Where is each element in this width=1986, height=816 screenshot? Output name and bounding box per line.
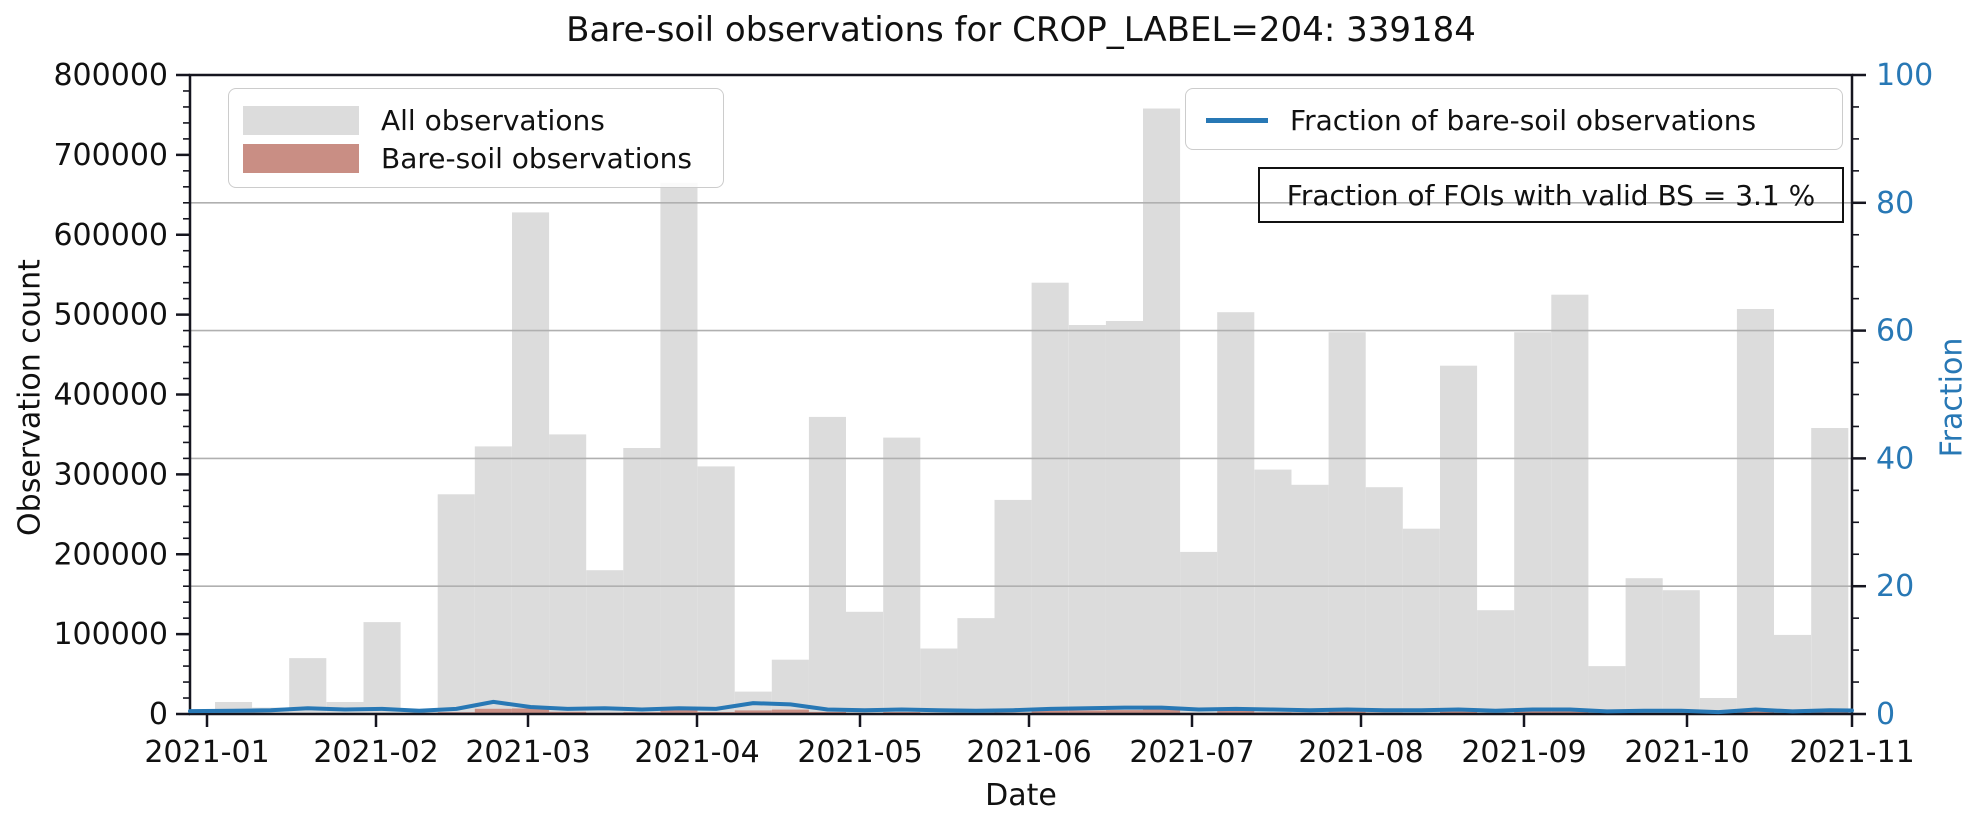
bar-bare-soil bbox=[1514, 711, 1552, 714]
fraction-line-swatch-icon bbox=[1206, 117, 1268, 123]
bar-bare-soil bbox=[1736, 711, 1774, 714]
fraction-line bbox=[188, 699, 1854, 715]
legend-label-all: All observations bbox=[381, 103, 605, 137]
bar-bare-soil bbox=[1068, 710, 1106, 714]
x-tick-label: 2021-02 bbox=[313, 735, 438, 770]
bar-all-observations bbox=[1551, 294, 1589, 714]
legend-label-bare: Bare-soil observations bbox=[381, 141, 692, 175]
left-tick-label: 100000 bbox=[53, 617, 168, 652]
left-tick-label: 800000 bbox=[53, 58, 168, 93]
bar-all-observations bbox=[846, 611, 884, 714]
x-tick-label: 2021-01 bbox=[144, 735, 269, 770]
x-tick-label: 2021-09 bbox=[1461, 735, 1586, 770]
bar-all-observations bbox=[1477, 610, 1515, 714]
bar-all-observations bbox=[1105, 321, 1143, 714]
bar-all-observations bbox=[549, 434, 587, 714]
bar-all-observations bbox=[289, 658, 327, 714]
valid-bs-annotation: Fraction of FOIs with valid BS = 3.1 % bbox=[1258, 167, 1844, 223]
legend-fraction: Fraction of bare-soil observations bbox=[1185, 88, 1843, 150]
bar-all-observations bbox=[1440, 365, 1478, 714]
bar-bare-soil bbox=[1105, 710, 1143, 714]
left-tick-label: 400000 bbox=[53, 378, 168, 413]
right-tick-label: 80 bbox=[1876, 186, 1914, 221]
legend-item-all-observations: All observations bbox=[243, 101, 709, 139]
bar-bare-soil bbox=[512, 708, 550, 714]
bar-all-observations bbox=[994, 499, 1032, 714]
left-tick-label: 0 bbox=[149, 697, 168, 732]
bar-all-observations bbox=[623, 448, 661, 714]
bar-bare-soil bbox=[660, 709, 698, 714]
bar-all-observations bbox=[1254, 469, 1292, 714]
bar-all-observations bbox=[586, 570, 624, 714]
bar-all-observations bbox=[920, 648, 958, 714]
x-tick-label: 2021-07 bbox=[1129, 735, 1254, 770]
left-tick-label: 700000 bbox=[53, 138, 168, 173]
bar-all-observations bbox=[808, 416, 846, 714]
bar-all-observations bbox=[697, 466, 735, 714]
bar-all-observations bbox=[1625, 578, 1663, 714]
bar-all-observations bbox=[1402, 528, 1440, 714]
bar-all-observations bbox=[1068, 325, 1106, 714]
right-tick-label: 40 bbox=[1876, 441, 1914, 476]
left-tick-label: 500000 bbox=[53, 298, 168, 333]
x-tick-label: 2021-03 bbox=[465, 735, 590, 770]
bare-soil-swatch-icon bbox=[243, 143, 359, 173]
bar-all-observations bbox=[1811, 428, 1849, 714]
bar-all-observations bbox=[1588, 666, 1626, 714]
bar-all-observations bbox=[363, 622, 401, 714]
bar-bare-soil bbox=[474, 708, 512, 714]
bar-all-observations bbox=[1774, 634, 1812, 714]
x-tick-label: 2021-04 bbox=[634, 735, 759, 770]
x-tick-label: 2021-11 bbox=[1789, 735, 1914, 770]
right-tick-label: 20 bbox=[1876, 569, 1914, 604]
bar-all-observations bbox=[1031, 282, 1069, 714]
bar-all-observations bbox=[1217, 312, 1255, 714]
bar-bare-soil bbox=[1551, 711, 1589, 714]
left-tick-label: 300000 bbox=[53, 457, 168, 492]
right-tick-label: 100 bbox=[1876, 58, 1933, 93]
bar-all-observations bbox=[474, 446, 512, 714]
bar-all-observations bbox=[1328, 332, 1366, 714]
bar-all-observations bbox=[1662, 590, 1700, 714]
plot-border bbox=[188, 73, 1854, 716]
bar-all-observations bbox=[437, 494, 475, 714]
legend-item-bare-soil: Bare-soil observations bbox=[243, 139, 709, 177]
left-tick-label: 600000 bbox=[53, 218, 168, 253]
bar-bare-soil bbox=[1217, 710, 1255, 714]
chart-title: Bare-soil observations for CROP_LABEL=20… bbox=[566, 10, 1476, 50]
bar-all-observations bbox=[1291, 484, 1329, 714]
right-tick-label: 60 bbox=[1876, 314, 1914, 349]
x-tick-label: 2021-06 bbox=[966, 735, 1091, 770]
right-axis-title: Fraction bbox=[1934, 337, 1970, 458]
bar-bare-soil bbox=[1031, 710, 1069, 714]
bar-all-observations bbox=[1143, 108, 1181, 714]
bar-bare-soil bbox=[734, 710, 772, 714]
bar-bare-soil bbox=[1328, 711, 1366, 714]
bar-all-observations bbox=[1736, 309, 1774, 714]
bar-all-observations bbox=[1180, 551, 1218, 714]
all-observations-swatch-icon bbox=[243, 105, 359, 135]
legend-item-fraction: Fraction of bare-soil observations bbox=[1200, 101, 1828, 139]
legend-label-fraction: Fraction of bare-soil observations bbox=[1290, 103, 1757, 137]
bar-bare-soil bbox=[1143, 707, 1181, 714]
x-tick-label: 2021-05 bbox=[797, 735, 922, 770]
right-tick-label: 0 bbox=[1876, 697, 1895, 732]
bar-all-observations bbox=[1365, 487, 1403, 714]
left-axis-title: Observation count bbox=[12, 259, 48, 536]
bar-all-observations bbox=[1514, 332, 1552, 714]
bar-all-observations bbox=[660, 182, 698, 715]
x-tick-label: 2021-10 bbox=[1624, 735, 1749, 770]
bar-bare-soil bbox=[771, 709, 809, 714]
x-axis-title: Date bbox=[985, 778, 1057, 813]
left-tick-label: 200000 bbox=[53, 537, 168, 572]
legend-observations: All observations Bare-soil observations bbox=[228, 88, 724, 188]
bar-all-observations bbox=[512, 212, 550, 714]
bar-all-observations bbox=[883, 437, 921, 714]
bar-all-observations bbox=[957, 618, 995, 714]
x-tick-label: 2021-08 bbox=[1298, 735, 1423, 770]
